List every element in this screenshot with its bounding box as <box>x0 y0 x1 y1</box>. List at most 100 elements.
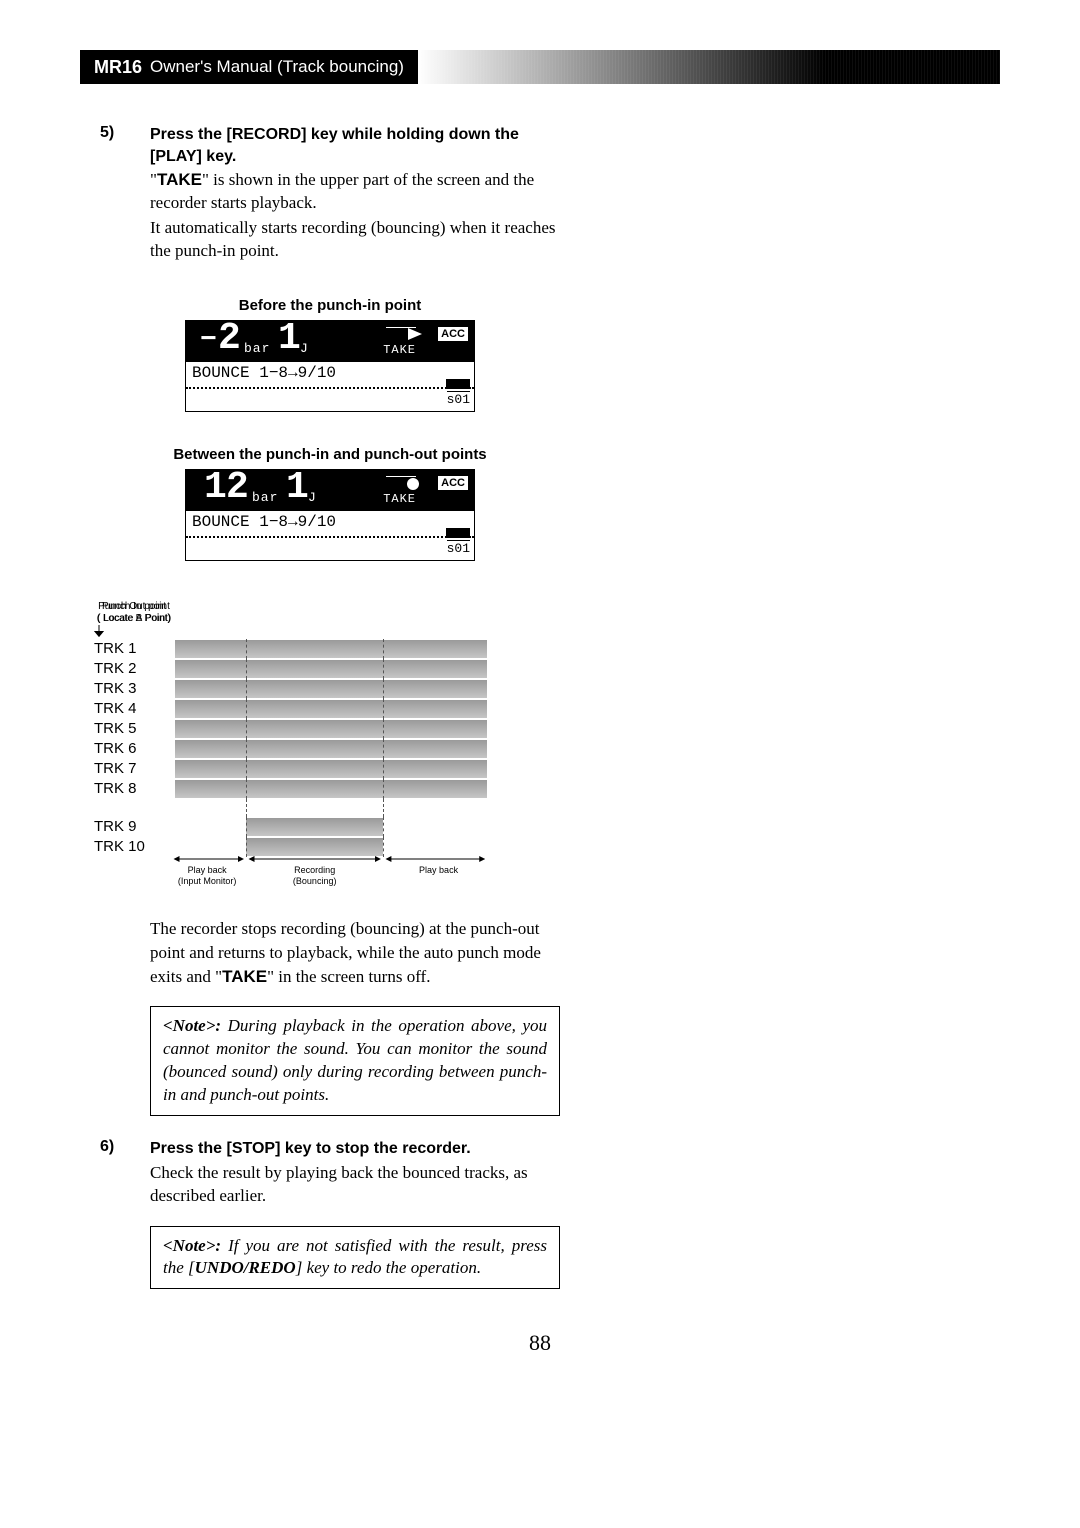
lcd2-big2: 1 <box>286 466 309 509</box>
track-label: TRK 1 <box>94 640 168 657</box>
track-lane <box>168 659 494 679</box>
content-column: 5) Press the [RECORD] key while holding … <box>100 110 560 1289</box>
vline-in <box>246 759 247 779</box>
lcd2-big1: 1 <box>204 466 227 509</box>
lcd1-acc-badge: ACC <box>438 327 468 341</box>
vline-in <box>246 679 247 699</box>
track-row: TRK 9 <box>94 817 494 837</box>
page-number: 88 <box>0 1330 1080 1356</box>
track-lane <box>168 739 494 759</box>
text: " in the screen turns off. <box>267 967 430 986</box>
track-lane <box>168 699 494 719</box>
lcd2-acc-badge: ACC <box>438 476 468 490</box>
lcd1-big2: 1 <box>278 317 301 360</box>
vline-in <box>246 817 247 837</box>
text: " <box>150 170 157 189</box>
vline-in <box>246 699 247 719</box>
lcd2-meter-bar <box>446 528 470 538</box>
header-gradient <box>418 50 1000 84</box>
track-lane <box>168 719 494 739</box>
track-row: TRK 8 <box>94 779 494 799</box>
vline-in <box>246 639 247 659</box>
lcd1-big1: 2 <box>218 317 241 360</box>
track-label: TRK 5 <box>94 720 168 737</box>
bottom-left-label: Play back (Input Monitor) <box>168 865 246 887</box>
note-2: <Note>: If you are not satisfied with th… <box>150 1226 560 1290</box>
track-bar <box>175 680 488 698</box>
lcd1-meter: s01 <box>186 389 474 411</box>
track-row: TRK 6 <box>94 739 494 759</box>
text: " is shown in the upper part of the scre… <box>150 170 534 212</box>
vline-out <box>383 719 384 739</box>
track-lane <box>168 759 494 779</box>
track-bar <box>175 640 488 658</box>
step-6-number: 6) <box>100 1138 150 1207</box>
text: Recording <box>294 865 335 875</box>
take-bold: TAKE <box>157 170 202 189</box>
step-5-number: 5) <box>100 124 150 263</box>
vline-out <box>383 779 384 799</box>
lcd1-take-label: TAKE <box>383 343 416 357</box>
track-label: TRK 7 <box>94 760 168 777</box>
text: ( Locate B Point) <box>97 613 171 624</box>
track-lane <box>168 779 494 799</box>
lcd2-s01: s01 <box>447 540 470 556</box>
lcd2-take-label: TAKE <box>383 492 416 506</box>
track-row: TRK 5 <box>94 719 494 739</box>
track-row: TRK 3 <box>94 679 494 699</box>
step-5-body: Press the [RECORD] key while holding dow… <box>150 124 560 263</box>
header-title: Owner's Manual (Track bouncing) <box>150 57 404 77</box>
track-diagram: Punch In point ( Locate A Point) Punch O… <box>94 601 494 893</box>
undo-redo-keyword: UNDO/REDO <box>195 1258 296 1277</box>
page-header: MR16 Owner's Manual (Track bouncing) <box>80 50 1000 84</box>
step-6-para: Check the result by playing back the bou… <box>150 1162 560 1208</box>
track-bar <box>246 818 383 836</box>
header-product: MR16 <box>94 57 142 78</box>
vline-out <box>383 679 384 699</box>
vline-out <box>383 699 384 719</box>
track-bar <box>175 780 488 798</box>
lcd1-s01: s01 <box>447 391 470 407</box>
track-label: TRK 4 <box>94 700 168 717</box>
track-lane <box>168 817 494 837</box>
track-lane <box>168 639 494 659</box>
lcd2-bottom-text: BOUNCE 1−8→9/10 <box>186 510 474 536</box>
track-bar <box>175 740 488 758</box>
diagram-bottom-arrows <box>168 854 494 864</box>
lcd1-top: − 2 bar 1 J TAKE ACC <box>186 321 474 361</box>
punch-out-label: Punch Out point ( Locate B Point) <box>94 601 174 625</box>
track-label: TRK 10 <box>94 838 168 855</box>
track-gap <box>94 799 494 817</box>
note-label: <Note>: <box>163 1236 221 1255</box>
lcd2-take-line <box>386 476 416 477</box>
lcd2-record-icon <box>407 478 419 490</box>
bottom-mid-label: Recording (Bouncing) <box>246 865 383 887</box>
lcd-1: − 2 bar 1 J TAKE ACC BOUNCE 1−8→9/10 s01 <box>185 320 475 412</box>
lcd1-unit2: J <box>300 341 309 356</box>
lcd2-unit2: J <box>308 490 317 505</box>
track-lane <box>168 679 494 699</box>
vline-in <box>246 779 247 799</box>
lcd1-take-line <box>386 327 416 328</box>
track-label: TRK 6 <box>94 740 168 757</box>
lcd-2: 1 2 bar 1 J TAKE ACC BOUNCE 1−8→9/10 s01 <box>185 469 475 561</box>
track-bar <box>175 700 488 718</box>
diagram-bottom-labels: Play back (Input Monitor) Recording (Bou… <box>168 857 494 893</box>
lcd2-big1b: 2 <box>226 466 249 509</box>
vline-in <box>246 719 247 739</box>
lcd1-unit1: bar <box>244 341 270 356</box>
take-bold: TAKE <box>222 967 267 986</box>
lcd1-bottom-text: BOUNCE 1−8→9/10 <box>186 361 474 387</box>
track-label: TRK 3 <box>94 680 168 697</box>
step-5-para-1: "TAKE" is shown in the upper part of the… <box>150 169 560 215</box>
header-black: MR16 Owner's Manual (Track bouncing) <box>80 50 418 84</box>
note-1: <Note>: During playback in the operation… <box>150 1006 560 1116</box>
track-bar <box>175 760 488 778</box>
lcd2-unit1: bar <box>252 490 278 505</box>
vline-in <box>246 739 247 759</box>
note-label: <Note>: <box>163 1016 221 1035</box>
lcd1-minus: − <box>200 325 217 356</box>
vline-out <box>383 659 384 679</box>
text: Play back <box>188 865 227 875</box>
lcd2-caption-text: Between the punch-in and punch-out point… <box>173 446 486 463</box>
